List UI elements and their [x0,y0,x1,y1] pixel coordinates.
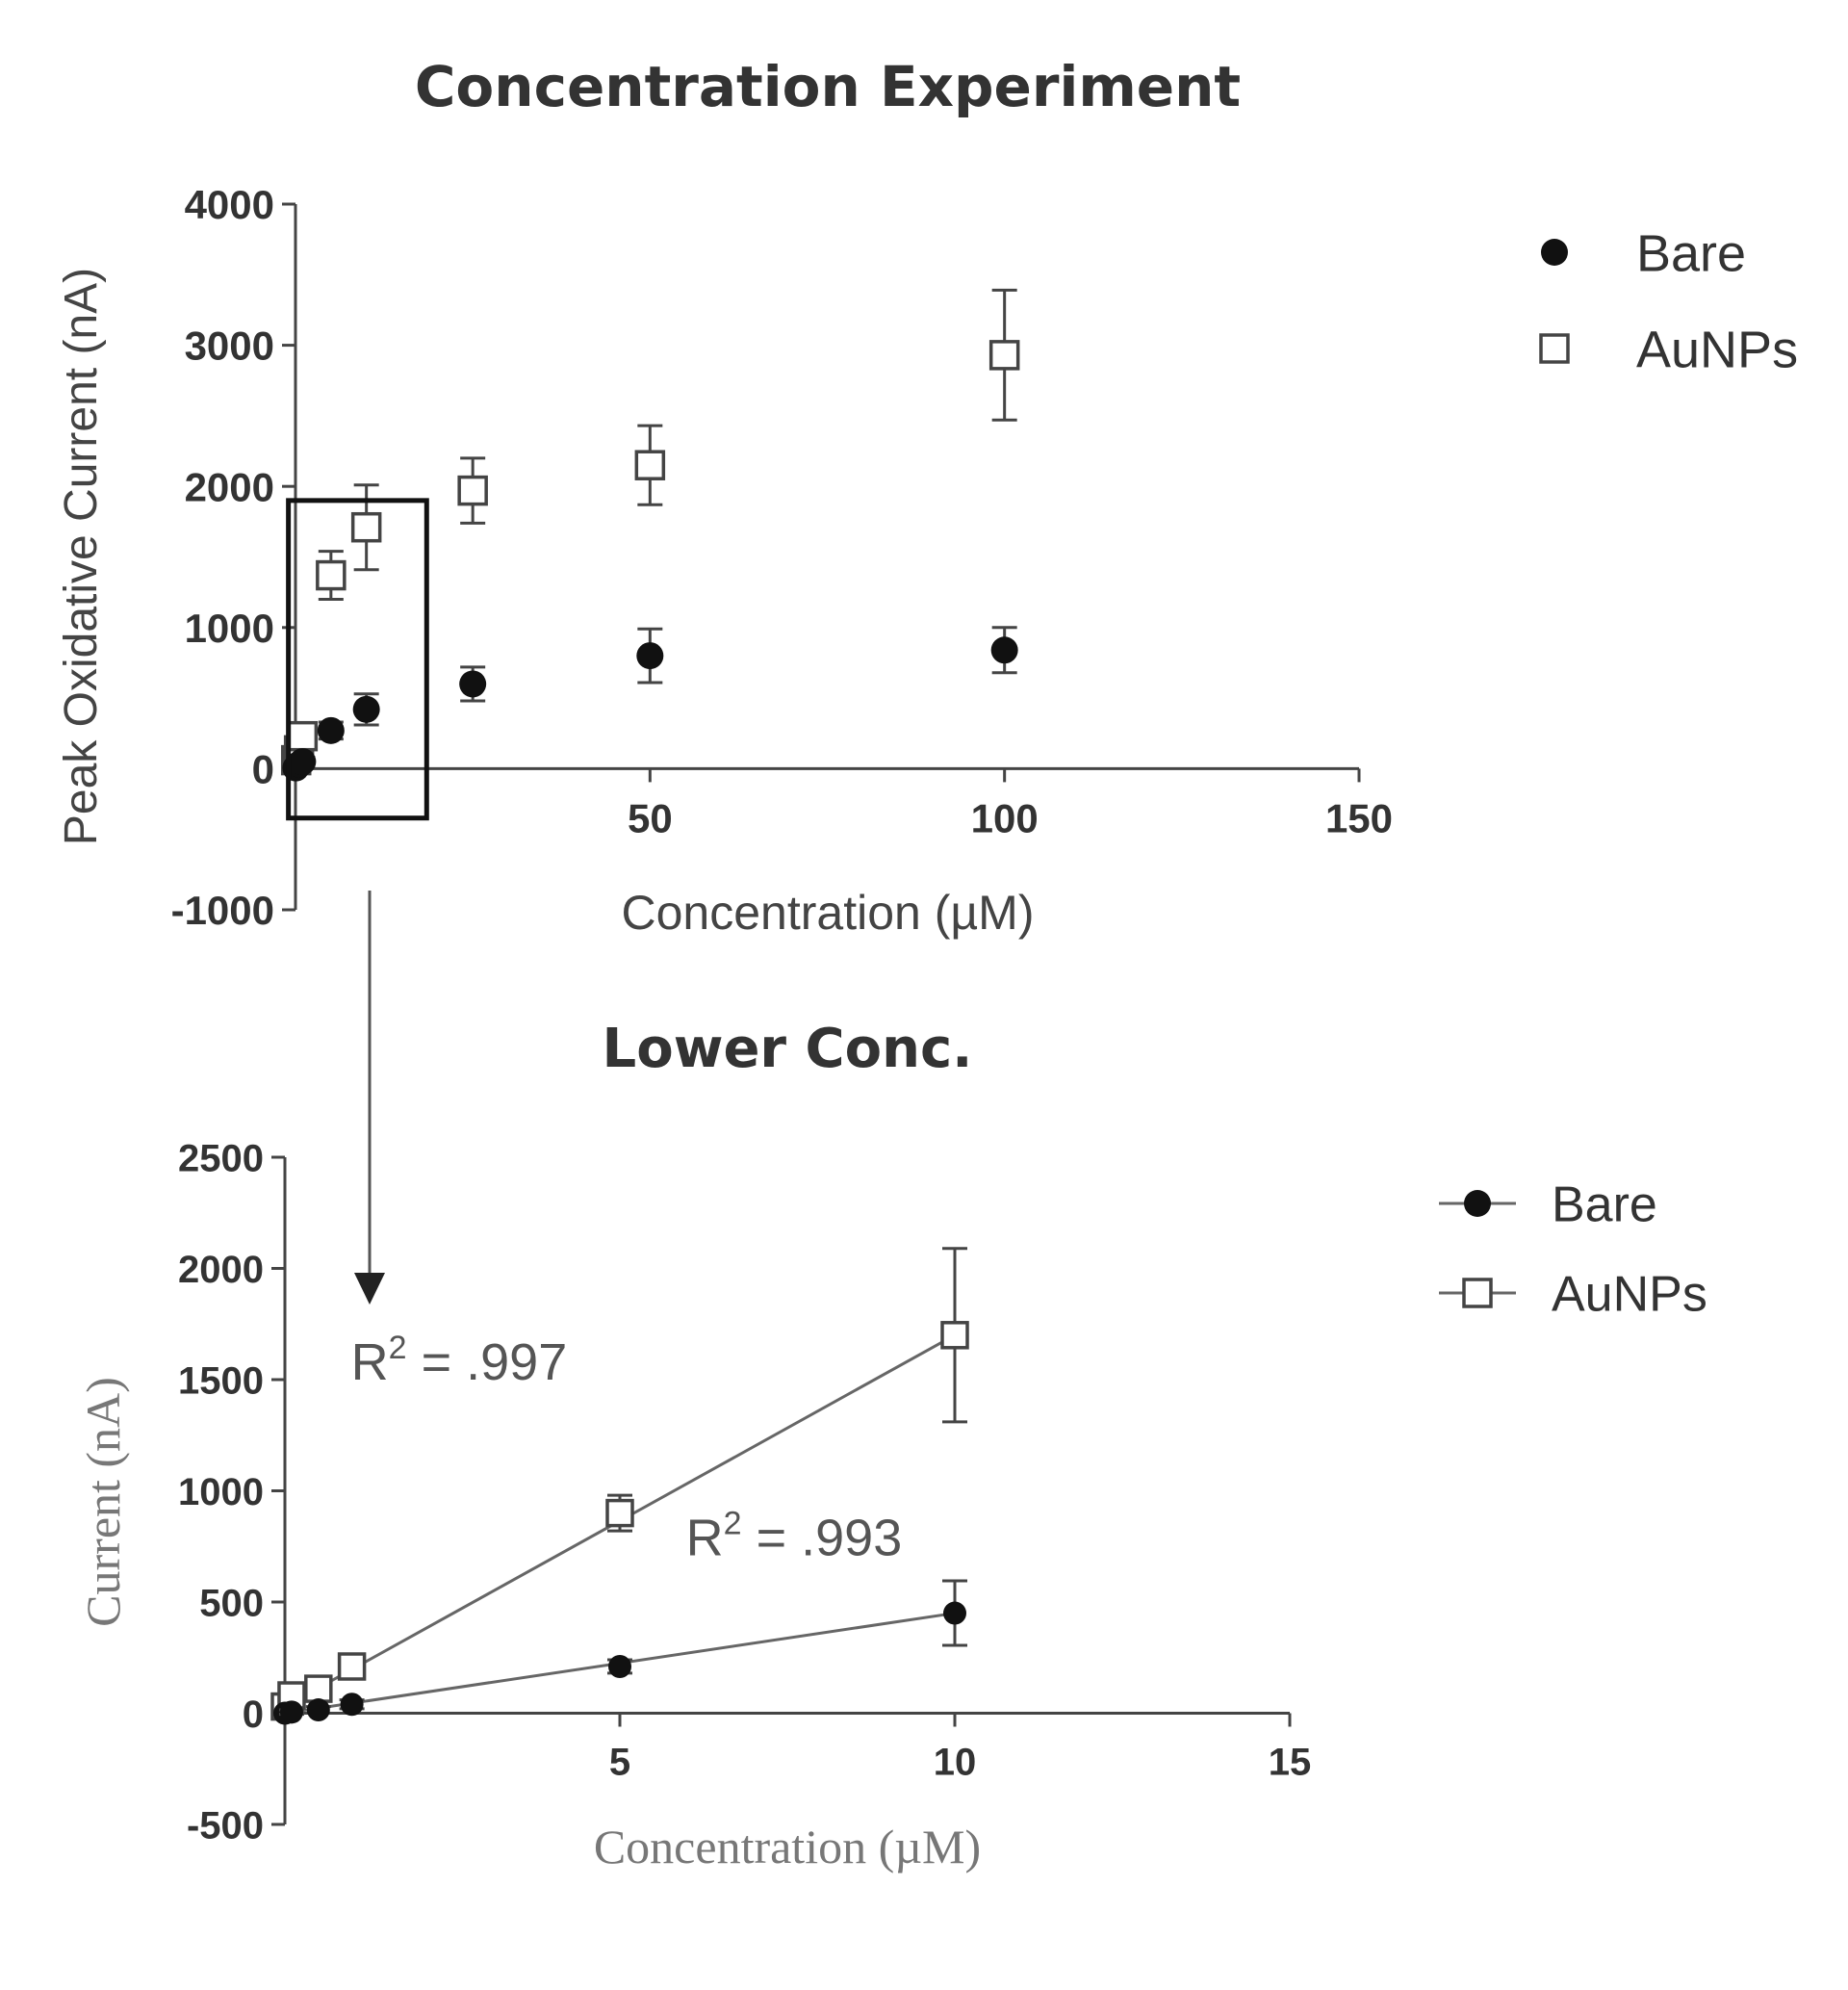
data-point-aunps [940,1321,969,1350]
y-tick-label: -1000 [171,888,274,933]
y-tick-label: 0 [243,1693,264,1736]
annotation-text: = .997 [407,1333,568,1391]
data-point-bare [306,1698,330,1722]
y-tick-label: -500 [187,1804,264,1847]
legend-marker-bare [1464,1190,1491,1217]
x-axis-title: Concentration (µM) [594,1820,981,1874]
x-axis-title: Concentration (µM) [622,886,1035,940]
data-point-aunps [988,340,1020,371]
r-squared-annotation: R2 = .997 [351,1330,568,1391]
annotation-base: R [686,1509,724,1566]
data-point-bare [279,1700,303,1724]
data-point-bare [340,1693,364,1717]
legend-marker-aunps [1539,333,1570,364]
data-point-bare [608,1654,631,1678]
legend-marker-aunps [1462,1278,1493,1308]
zoom-arrow-head [354,1273,385,1305]
annotation-base: R [351,1333,389,1391]
zoom-box [286,498,429,821]
legend-label-aunps: AuNPs [1552,1267,1707,1323]
x-tick-label: 5 [609,1742,630,1784]
data-point-aunps [634,450,666,480]
legend-label-aunps: AuNPs [1636,321,1798,378]
y-tick-label: 0 [252,747,274,792]
x-tick-label: 150 [1325,795,1393,840]
data-point-aunps [337,1652,367,1681]
chart-title: Lower Conc. [603,1018,973,1080]
chart-title: Concentration Experiment [415,54,1241,119]
y-axis-title: Current (nA) [76,1377,130,1627]
data-point-bare [459,670,487,698]
x-tick-label: 50 [628,795,673,840]
data-point-aunps [350,511,382,543]
y-tick-label: 3000 [185,323,274,369]
y-tick-label: 1000 [185,606,274,651]
data-point-bare [352,695,380,723]
y-tick-label: 2000 [178,1249,264,1291]
data-point-aunps [287,720,319,752]
chart-2: Lower Conc. -500 0 500 1000 1500 2000 2500 5 10 15… [76,1018,1707,1874]
data-point-bare [990,636,1018,664]
data-point-bare [943,1601,966,1625]
annotation-superscript: 2 [724,1505,742,1541]
data-point-aunps [605,1498,634,1528]
y-tick-label: 2500 [178,1137,264,1179]
data-point-bare [317,716,345,744]
x-tick-label: 10 [934,1742,977,1784]
y-tick-label: 1000 [178,1471,264,1513]
data-point-aunps [304,1674,333,1703]
legend-label-bare: Bare [1552,1177,1657,1233]
legend-label-bare: Bare [1636,224,1746,282]
y-tick-label: 500 [199,1582,264,1624]
x-tick-label: 100 [971,795,1039,840]
x-tick-label: 15 [1269,1742,1312,1784]
legend-marker-bare [1541,239,1568,266]
y-tick-label: 4000 [185,182,274,227]
data-point-bare [636,642,664,670]
chart-1: Concentration Experiment -1000 0 1000 2000 30… [56,54,1798,1305]
y-tick-label: 2000 [185,464,274,509]
r-squared-annotation: R2 = .993 [686,1505,903,1566]
data-point-bare [289,748,317,776]
data-point-aunps [457,475,488,506]
y-axis-title: Peak Oxidative Current (nA) [56,268,107,845]
annotation-text: = .993 [742,1509,903,1566]
annotation-superscript: 2 [389,1330,407,1366]
y-tick-label: 1500 [178,1359,264,1402]
data-point-aunps [316,559,346,591]
